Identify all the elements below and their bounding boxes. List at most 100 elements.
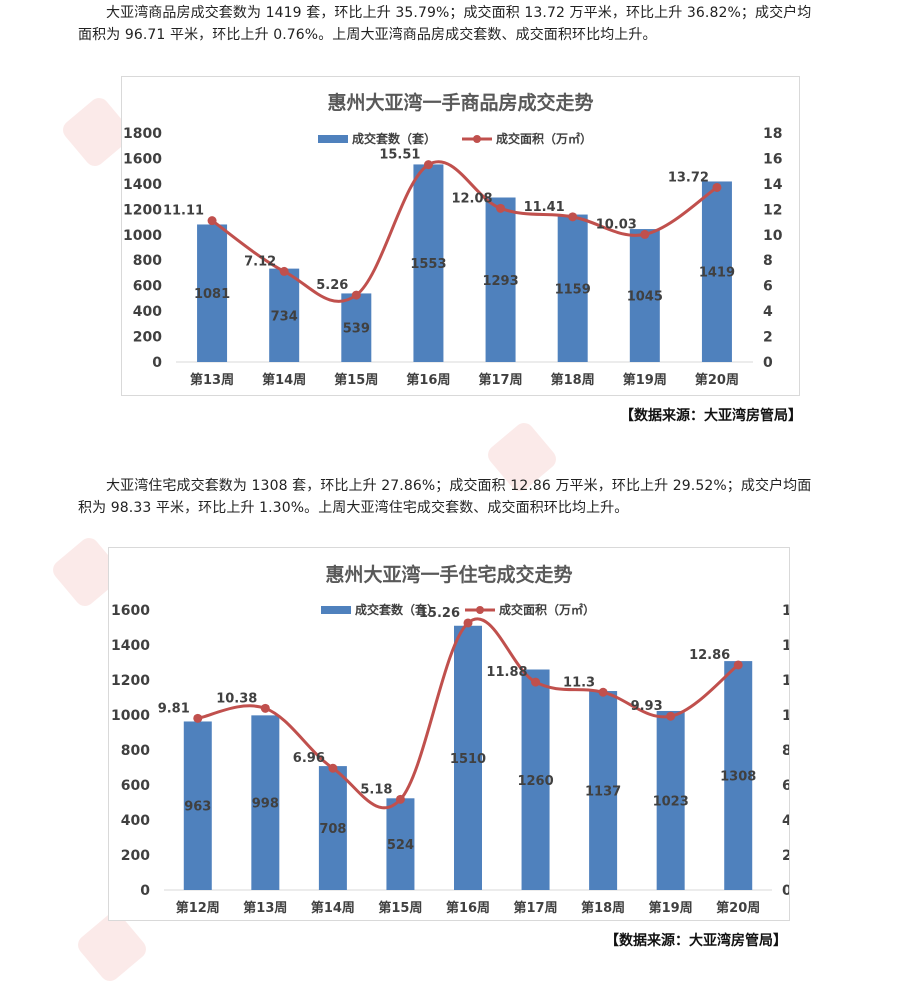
bar [251, 715, 280, 890]
bar [521, 669, 550, 890]
y2-axis-tick-label: 8 [763, 253, 773, 269]
x-axis-category-label: 第17周 [514, 900, 558, 916]
line-point [496, 203, 506, 213]
line-point [531, 677, 541, 687]
line-point [712, 182, 722, 192]
line-point [351, 290, 361, 300]
y-axis-tick-label: 400 [133, 304, 162, 320]
y-axis-tick-label: 1800 [123, 126, 162, 142]
line-point [568, 212, 578, 222]
y2-axis-tick-label: 0 [763, 355, 773, 371]
area-line-series [211, 160, 718, 303]
chart-commercial-housing: 惠州大亚湾一手商品房成交走势成交套数（套） 成交面积（万㎡） 0 200 400 600 8… [121, 76, 800, 396]
line-point [666, 711, 676, 721]
y-axis-tick-label: 1200 [111, 673, 150, 689]
y2-axis-tick-label: 18 [763, 126, 782, 142]
y-axis-tick-label: 600 [133, 279, 162, 295]
legend-label-line: 成交面积（万㎡） [496, 131, 592, 146]
bar-value-label: 1308 [720, 770, 756, 785]
line-value-label: 11.3 [563, 675, 595, 690]
line-value-label: 10.38 [216, 691, 257, 706]
y2-axis-tick-label: 10 [763, 228, 783, 244]
line-value-label: 11.88 [486, 665, 527, 680]
line-value-label: 12.08 [451, 191, 492, 206]
bar [656, 710, 685, 890]
line-point [598, 687, 608, 697]
y-axis-tick-label: 1200 [123, 202, 162, 218]
y2-axis-tick-label: 0 [782, 883, 789, 899]
legend-label-bar: 成交套数（套） [355, 602, 439, 617]
bar-value-label: 1293 [482, 274, 518, 289]
bar-value-label: 1159 [555, 282, 591, 297]
legend-swatch-bar [321, 606, 351, 614]
line-point [733, 660, 743, 670]
line-value-label: 7.12 [244, 254, 276, 269]
line-value-label: 6.96 [293, 751, 325, 766]
data-source-label: 【数据来源：大亚湾房管局】 [605, 933, 787, 949]
y2-axis-tick-label: 6 [782, 778, 789, 794]
line-point [423, 160, 433, 170]
chart-legend: 成交套数（套） 成交面积（万㎡） [321, 602, 595, 617]
line-point [328, 763, 338, 773]
y2-axis-tick-label: 2 [763, 330, 773, 346]
y-axis-tick-label: 0 [140, 883, 150, 899]
line-point [193, 713, 203, 723]
x-axis-category-label: 第20周 [716, 900, 760, 916]
chart-residential-housing: 惠州大亚湾一手住宅成交走势 成交套数（套） 成交面积（万㎡） 0 200 400 600 80… [108, 547, 790, 921]
bar-value-label: 1510 [450, 752, 486, 767]
x-axis-category-label: 第15周 [334, 372, 378, 388]
y-axis-tick-label: 1600 [123, 151, 162, 167]
line-point [463, 618, 473, 628]
bar-value-label: 708 [319, 822, 346, 837]
y2-axis-tick-label: 12 [763, 202, 782, 218]
line-point [279, 266, 289, 276]
bar-value-label: 1260 [517, 774, 553, 789]
summary-paragraph-residential: 大亚湾住宅成交套数为 1308 套，环比上升 27.86%；成交面积 12.86… [78, 478, 812, 516]
y2-axis-tick-label: 6 [763, 279, 773, 295]
bar [197, 224, 228, 362]
data-source-label: 【数据来源：大亚湾房管局】 [620, 408, 802, 424]
bar [724, 661, 753, 890]
line-point [207, 216, 217, 226]
bar [629, 229, 660, 362]
y-axis-tick-label: 800 [133, 253, 162, 269]
x-axis-category-label: 第19周 [623, 372, 667, 388]
x-axis-category-label: 第18周 [581, 900, 625, 916]
legend-label-bar: 成交套数（套） [352, 131, 436, 146]
y2-axis-tick-label: 4 [763, 304, 773, 320]
y-axis-tick-label: 800 [121, 743, 150, 759]
x-axis-category-label: 第12周 [176, 900, 220, 916]
x-axis-category-label: 第19周 [649, 900, 693, 916]
y-axis-tick-label: 1000 [111, 708, 150, 724]
bar [701, 181, 732, 362]
y-axis-tick-label: 200 [133, 330, 162, 346]
area-line-series [197, 617, 740, 810]
line-value-label: 15.51 [379, 148, 420, 163]
chart-title: 惠州大亚湾一手商品房成交走势 [327, 91, 593, 114]
bar [557, 214, 588, 362]
line-point [640, 229, 650, 239]
line-value-label: 11.11 [163, 204, 204, 219]
line-value-label: 12.86 [689, 648, 730, 663]
bar-value-label: 1081 [194, 287, 230, 302]
x-axis-category-label: 第13周 [243, 900, 287, 916]
y2-axis-tick-label: 12 [782, 673, 789, 689]
bar-value-label: 1023 [653, 794, 689, 809]
y2-axis-tick-label: 8 [782, 743, 789, 759]
bar [341, 293, 372, 362]
bar [269, 268, 300, 362]
bar [413, 164, 444, 362]
line-value-label: 9.93 [631, 699, 663, 714]
y-axis-tick-label: 1400 [111, 638, 150, 654]
line-value-label: 15.26 [419, 606, 460, 621]
y-axis-tick-label: 200 [121, 848, 150, 864]
bar-value-label: 539 [343, 322, 370, 337]
x-axis-category-label: 第13周 [190, 372, 234, 388]
chart-title: 惠州大亚湾一手住宅成交走势 [325, 563, 572, 586]
bar-value-label: 1553 [410, 257, 446, 272]
x-axis-category-label: 第15周 [378, 900, 422, 916]
x-axis-category-label: 第14周 [311, 900, 355, 916]
bar [318, 766, 347, 890]
line-value-label: 11.41 [524, 200, 565, 215]
